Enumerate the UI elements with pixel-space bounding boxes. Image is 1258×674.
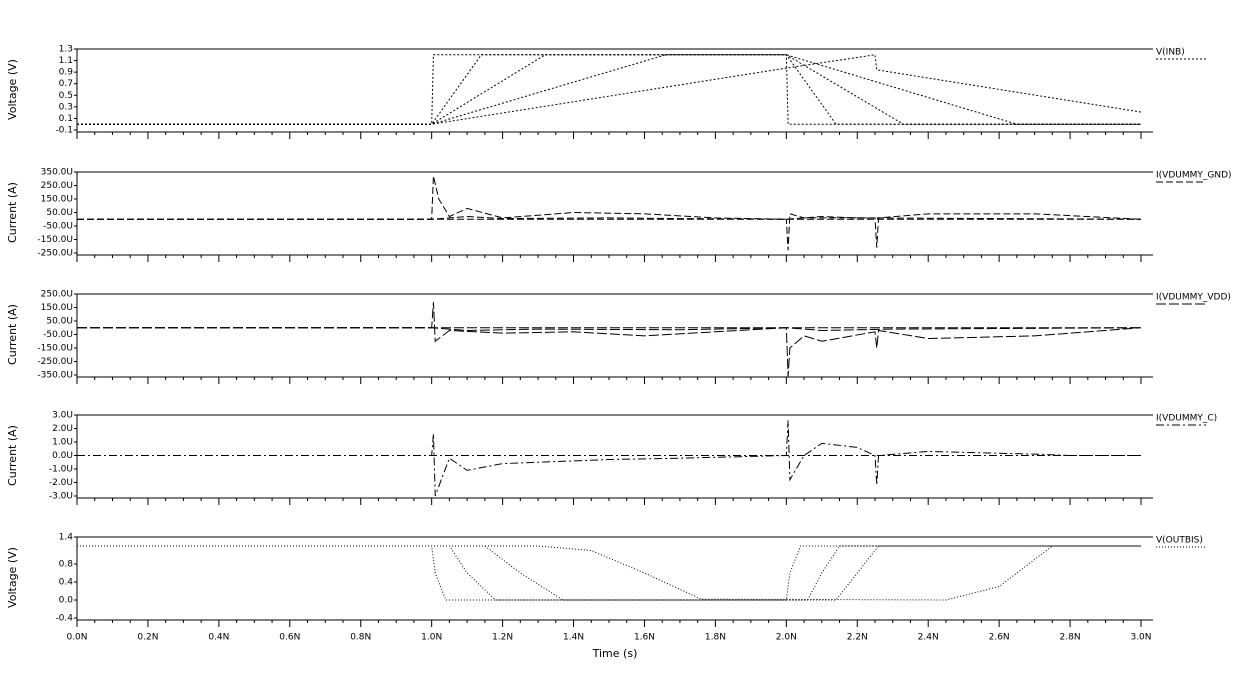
y-tick-label: -50.0U: [43, 222, 73, 232]
y-tick-label: 0.5: [59, 91, 73, 101]
legend-label: I(VDUMMY_VDD): [1156, 293, 1231, 303]
y-tick-label: -0.4: [55, 614, 73, 624]
trace: [77, 54, 1141, 125]
y-tick-label: 350.0U: [41, 168, 73, 178]
legend-label: V(OUTBIS): [1156, 536, 1203, 546]
y-axis-label: Current (A): [6, 304, 19, 365]
trace: [77, 327, 1142, 331]
y-tick-label: 0.3: [59, 102, 73, 112]
x-tick-label: 1.6N: [634, 633, 655, 643]
x-tick-label: 0.6N: [279, 633, 300, 643]
y-tick-label: 1.4: [59, 533, 74, 543]
y-tick-label: 50.0U: [46, 208, 73, 218]
y-tick-label: 0.4: [59, 578, 74, 588]
y-tick-label: 2.0U: [52, 424, 73, 434]
trace: [77, 216, 1142, 220]
y-tick-label: 50.0U: [46, 317, 73, 327]
y-tick-label: -250.0U: [37, 249, 73, 259]
y-tick-label: 3.0U: [52, 411, 73, 421]
y-tick-label: -350.0U: [37, 371, 73, 381]
x-tick-label: 1.0N: [421, 633, 442, 643]
trace: [77, 175, 1142, 251]
y-axis-label: Current (A): [6, 425, 19, 486]
trace: [77, 420, 1141, 497]
trace: [77, 302, 1142, 377]
x-tick-label: 3.0N: [1130, 633, 1151, 643]
y-tick-label: 0.9: [59, 68, 74, 78]
trace: [77, 545, 1141, 601]
x-tick-label: 1.4N: [563, 633, 584, 643]
y-tick-label: 150.0U: [41, 195, 73, 205]
y-axis-label: Current (A): [6, 182, 19, 243]
trace: [77, 545, 1141, 601]
y-tick-label: -1.0U: [49, 465, 73, 475]
x-tick-label: 1.2N: [492, 633, 513, 643]
x-tick-label: 0.2N: [137, 633, 158, 643]
y-tick-label: -3.0U: [49, 492, 73, 502]
legend-label: V(INB): [1156, 48, 1185, 58]
trace: [77, 54, 1141, 125]
y-tick-label: 0.8: [59, 560, 74, 570]
y-tick-label: 1.0U: [52, 438, 73, 448]
x-tick-label: 2.6N: [989, 633, 1010, 643]
y-tick-label: 250.0U: [41, 290, 73, 300]
y-tick-label: 1.3: [59, 45, 73, 55]
trace: [77, 54, 1142, 125]
y-tick-label: -50.0U: [43, 330, 73, 340]
y-tick-label: -150.0U: [37, 235, 73, 245]
trace: [77, 545, 1141, 601]
trace: [77, 545, 1141, 601]
y-tick-label: 0.1: [59, 114, 73, 124]
y-tick-label: 250.0U: [41, 181, 73, 191]
x-tick-label: 0.0N: [66, 633, 87, 643]
y-tick-label: -250.0U: [37, 357, 73, 367]
legend-label: I(VDUMMY_GND): [1156, 171, 1232, 181]
legend-label: I(VDUMMY_C): [1156, 414, 1217, 424]
x-tick-label: 0.8N: [350, 633, 371, 643]
y-tick-label: 1.1: [59, 56, 73, 66]
y-axis-label: Voltage (V): [6, 59, 19, 120]
x-tick-label: 2.0N: [776, 633, 797, 643]
y-tick-label: 0.0: [59, 596, 74, 606]
y-tick-label: -150.0U: [37, 344, 73, 354]
x-tick-label: 0.4N: [208, 633, 229, 643]
x-tick-label: 2.8N: [1060, 633, 1081, 643]
x-axis-label: Time (s): [592, 647, 638, 660]
trace: [77, 54, 1141, 125]
trace: [77, 54, 1141, 125]
x-tick-label: 2.2N: [847, 633, 868, 643]
x-tick-label: 2.4N: [918, 633, 939, 643]
y-axis-label: Voltage (V): [6, 547, 19, 608]
y-tick-label: 150.0U: [41, 303, 73, 313]
y-tick-label: -0.1: [55, 126, 73, 136]
y-tick-label: -2.0U: [49, 478, 73, 488]
y-tick-label: 0.7: [59, 79, 73, 89]
x-tick-label: 1.8N: [705, 633, 726, 643]
y-tick-label: 0.0U: [52, 451, 73, 461]
